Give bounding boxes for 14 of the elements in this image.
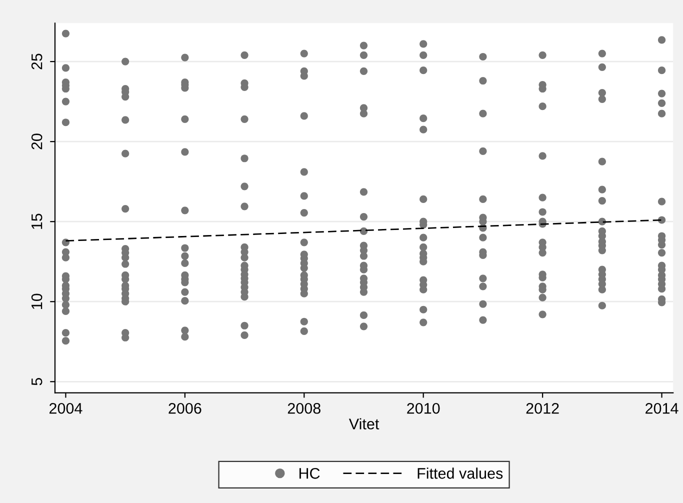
x-tick-label: 2004 — [49, 402, 82, 414]
x-tick-label: 2010 — [407, 402, 440, 414]
legend-label: Fitted values — [418, 468, 503, 479]
x-tick-label: 2008 — [288, 402, 320, 414]
x-tick-label: 2014 — [646, 402, 678, 414]
y-tick-label: 15 — [32, 214, 42, 229]
y-tick-label: 10 — [31, 294, 42, 309]
y-tick-label: 20 — [31, 134, 42, 150]
x-tick-label: 2012 — [526, 402, 559, 414]
y-tick-label: 25 — [31, 54, 42, 70]
x-tick-label: 2006 — [168, 402, 202, 414]
x-axis-title: Vitet — [348, 418, 380, 430]
legend-label: HC — [299, 468, 320, 479]
y-tick-label: 5 — [32, 378, 42, 386]
